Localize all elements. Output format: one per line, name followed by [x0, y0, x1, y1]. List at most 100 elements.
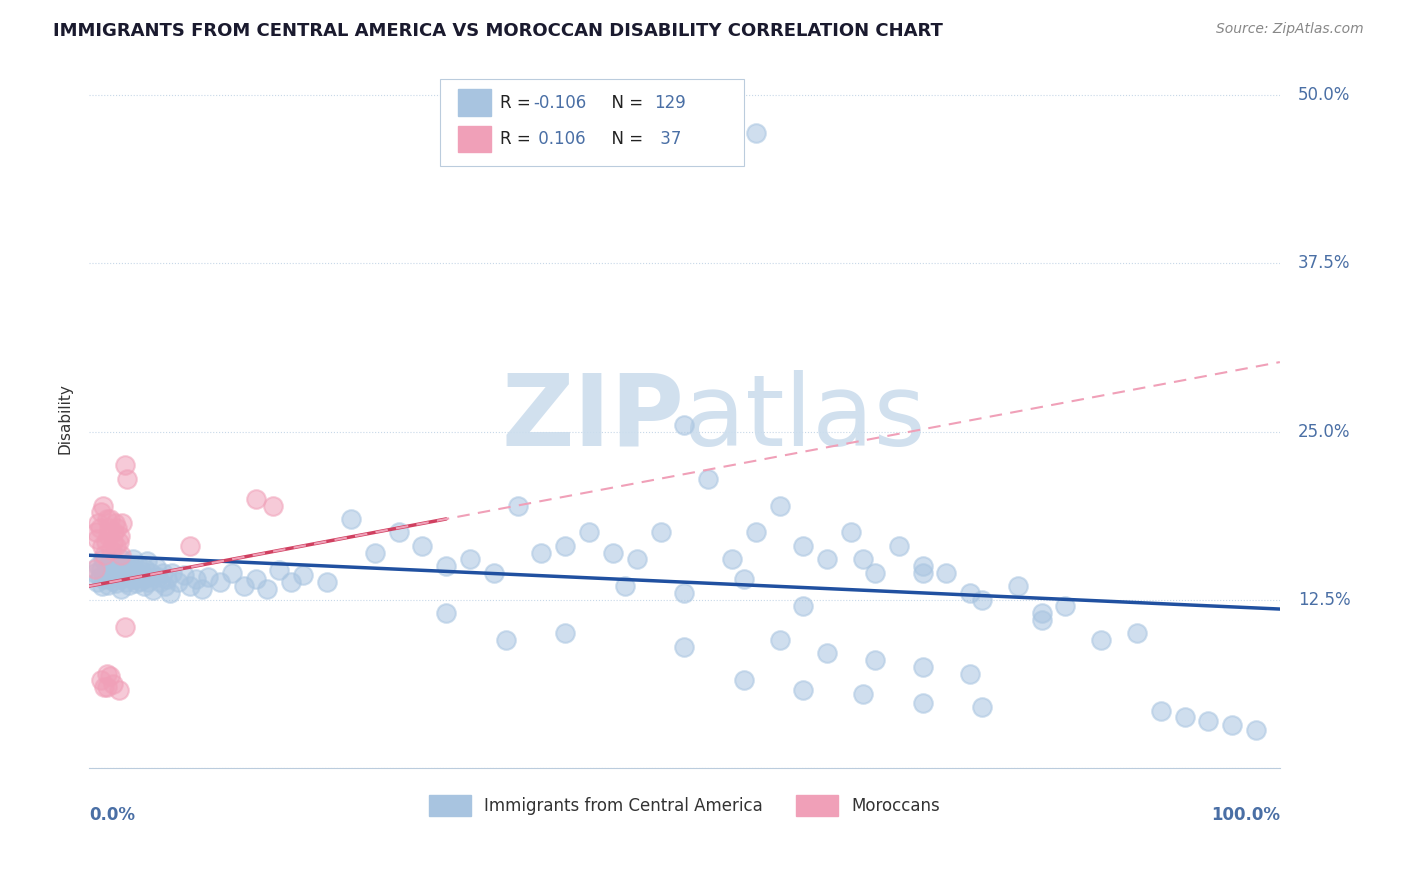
Point — [1150, 704, 1173, 718]
Point — [197, 570, 219, 584]
Point — [98, 512, 121, 526]
Point — [89, 521, 111, 535]
Text: N =: N = — [600, 94, 648, 112]
Point — [108, 529, 131, 543]
Point — [104, 516, 127, 530]
Point — [103, 525, 125, 540]
Text: ZIP: ZIP — [502, 369, 685, 467]
Point — [340, 512, 363, 526]
Point — [91, 499, 114, 513]
Point — [554, 539, 576, 553]
Point — [91, 579, 114, 593]
Point — [108, 551, 131, 566]
Point — [1031, 606, 1053, 620]
Point — [94, 568, 117, 582]
Point — [96, 680, 118, 694]
Point — [387, 525, 409, 540]
Point — [98, 521, 121, 535]
Point — [90, 562, 112, 576]
Point — [112, 571, 135, 585]
Point — [107, 682, 129, 697]
Point — [107, 534, 129, 549]
Point — [232, 579, 254, 593]
Point — [458, 552, 481, 566]
Point — [262, 499, 284, 513]
Point — [745, 126, 768, 140]
Point — [792, 682, 814, 697]
Text: 37: 37 — [655, 130, 681, 148]
Point — [745, 525, 768, 540]
Point — [179, 579, 201, 593]
Point — [208, 575, 231, 590]
Point — [115, 472, 138, 486]
Point — [1197, 714, 1219, 728]
Point — [495, 632, 517, 647]
Point — [613, 579, 636, 593]
Point — [167, 575, 190, 590]
Point — [93, 548, 115, 562]
Point — [1220, 717, 1243, 731]
Point — [554, 626, 576, 640]
FancyBboxPatch shape — [440, 79, 744, 167]
Point — [160, 566, 183, 580]
Text: 37.5%: 37.5% — [1298, 254, 1350, 272]
Point — [98, 557, 121, 571]
Point — [96, 666, 118, 681]
Point — [269, 563, 291, 577]
Point — [83, 566, 105, 580]
Point — [107, 521, 129, 535]
Point — [134, 562, 156, 576]
Point — [1031, 613, 1053, 627]
Text: N =: N = — [600, 130, 648, 148]
Text: IMMIGRANTS FROM CENTRAL AMERICA VS MOROCCAN DISABILITY CORRELATION CHART: IMMIGRANTS FROM CENTRAL AMERICA VS MOROC… — [53, 22, 943, 40]
Point — [100, 542, 122, 557]
Point — [121, 570, 143, 584]
Point — [1090, 632, 1112, 647]
Text: 129: 129 — [655, 94, 686, 112]
Point — [173, 568, 195, 582]
Point — [411, 539, 433, 553]
Point — [852, 687, 875, 701]
Point — [769, 632, 792, 647]
Point — [863, 653, 886, 667]
Point — [103, 555, 125, 569]
Point — [87, 516, 110, 530]
Point — [86, 532, 108, 546]
Point — [122, 552, 145, 566]
Point — [125, 576, 148, 591]
Point — [89, 570, 111, 584]
Point — [792, 599, 814, 614]
Point — [98, 669, 121, 683]
Point — [482, 566, 505, 580]
Point — [86, 575, 108, 590]
Point — [578, 525, 600, 540]
Point — [673, 417, 696, 432]
Point — [839, 525, 862, 540]
Text: atlas: atlas — [685, 369, 927, 467]
Point — [98, 571, 121, 585]
Point — [959, 666, 981, 681]
Point — [129, 574, 152, 588]
Point — [179, 539, 201, 553]
Point — [673, 586, 696, 600]
Point — [256, 582, 278, 596]
Point — [107, 570, 129, 584]
Point — [145, 560, 167, 574]
Point — [280, 575, 302, 590]
Point — [90, 673, 112, 688]
Point — [107, 560, 129, 574]
Point — [650, 525, 672, 540]
Text: 100.0%: 100.0% — [1211, 806, 1279, 824]
Point — [149, 575, 172, 590]
Point — [132, 579, 155, 593]
Point — [127, 558, 149, 572]
Point — [863, 566, 886, 580]
Text: 50.0%: 50.0% — [1298, 87, 1350, 104]
Point — [96, 563, 118, 577]
Point — [115, 559, 138, 574]
Point — [316, 575, 339, 590]
Point — [142, 583, 165, 598]
Point — [105, 576, 128, 591]
Point — [434, 606, 457, 620]
Point — [911, 696, 934, 710]
